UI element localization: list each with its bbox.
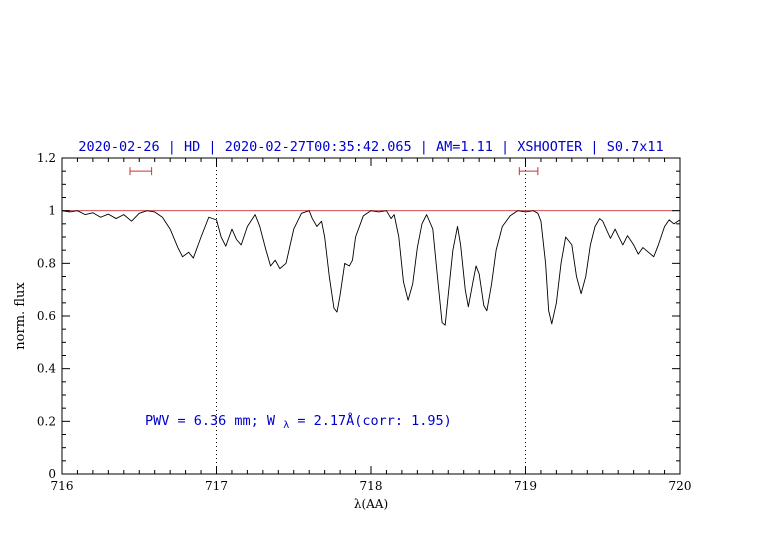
x-axis-label: λ(AA) bbox=[354, 497, 388, 511]
x-tick-label: 718 bbox=[360, 479, 383, 493]
x-tick-label: 720 bbox=[669, 479, 692, 493]
axis-ticks-layer: 716 717 718 719 720 0 0.2 0.4 0.6 0.8 1 1.2 bbox=[37, 151, 692, 493]
y-tick-label: 0.2 bbox=[37, 414, 56, 428]
plot-border bbox=[61, 157, 681, 475]
y-tick-label: 0.8 bbox=[37, 256, 56, 270]
y-tick-label: 0 bbox=[48, 467, 56, 481]
telluric-markers-layer bbox=[129, 167, 539, 176]
plot-title: 2020-02-26 | HD | 2020-02-27T00:35:42.06… bbox=[78, 139, 663, 155]
pwv-annotation-subscript: λ bbox=[283, 420, 289, 431]
spectrum-data-layer bbox=[61, 210, 681, 326]
y-tick-label: 0.6 bbox=[37, 309, 56, 323]
y-axis-label: norm. flux bbox=[13, 282, 28, 350]
y-tick-label: 0.4 bbox=[37, 362, 56, 376]
pwv-annotation: PWV = 6.36 mm; W λ = 2.17Å(corr: 1.95) bbox=[145, 412, 452, 432]
pwv-annotation-suffix: = 2.17Å(corr: 1.95) bbox=[297, 412, 451, 429]
x-tick-label: 717 bbox=[205, 479, 228, 493]
y-tick-label: 1.2 bbox=[37, 151, 56, 165]
pwv-annotation-prefix: PWV = 6.36 mm; W bbox=[145, 413, 276, 429]
y-tick-label: 1 bbox=[48, 204, 56, 218]
spectrum-line bbox=[61, 210, 681, 326]
x-tick-label: 719 bbox=[514, 479, 537, 493]
x-tick-label: 716 bbox=[51, 479, 74, 493]
